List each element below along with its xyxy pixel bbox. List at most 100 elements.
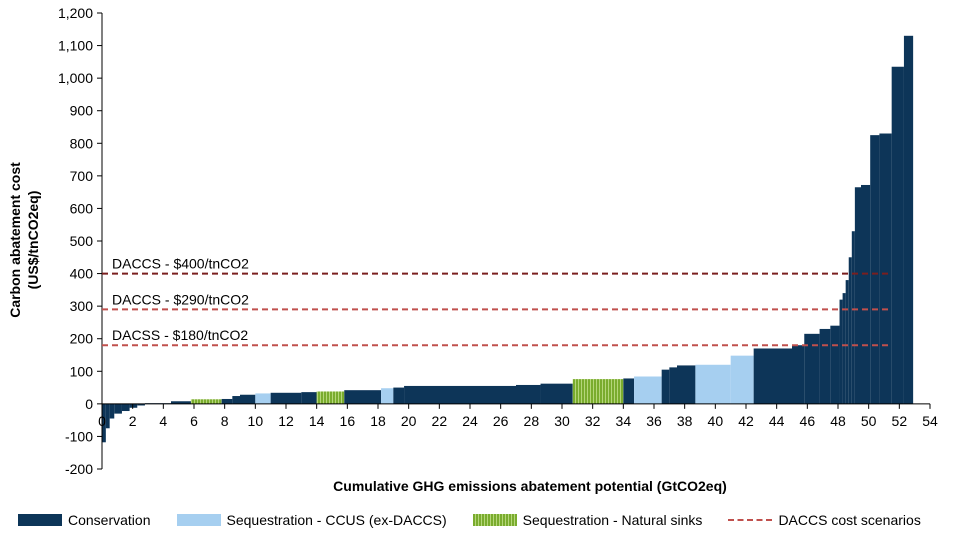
x-tick-label: 24 [462, 413, 478, 429]
bar-conservation-14 [270, 392, 302, 404]
bar-conservation-31 [753, 348, 792, 404]
bars-group [102, 35, 914, 443]
x-tick-label: 12 [278, 413, 294, 429]
bar-conservation-1 [105, 403, 110, 429]
legend-swatch [728, 519, 773, 521]
y-tick-label: 300 [70, 298, 94, 314]
bar-conservation-27 [669, 367, 677, 404]
y-tick-label: 700 [70, 168, 94, 184]
x-tick-label: 18 [370, 413, 386, 429]
legend-label: Sequestration - Natural sinks [522, 512, 703, 528]
x-tick-label: 42 [738, 413, 754, 429]
reference-line-label-400: DACCS - $400/tnCO2 [112, 256, 249, 272]
x-tick-label: 48 [830, 413, 846, 429]
x-tick-label: 10 [248, 413, 264, 429]
x-tick-label: 2 [129, 413, 137, 429]
bar-conservation-11 [232, 396, 240, 404]
x-tick-label: 34 [616, 413, 632, 429]
bar-conservation-34 [819, 328, 831, 404]
bar-conservation-45 [891, 66, 904, 404]
x-tick-label: 8 [221, 413, 229, 429]
legend-swatch [18, 514, 62, 526]
bar-conservation-33 [804, 333, 820, 404]
x-tick-label: 14 [309, 413, 325, 429]
bar-conservation-42 [861, 184, 871, 404]
bar-conservation-26 [661, 369, 670, 404]
bar-conservation-5 [129, 403, 138, 408]
bar-conservation-15 [301, 392, 317, 404]
bar-sequestration-natural-sinks-23 [572, 379, 624, 404]
legend: Conservation Sequestration - CCUS (ex-DAC… [18, 512, 947, 528]
bar-conservation-28 [677, 365, 696, 404]
x-tick-label: 38 [677, 413, 693, 429]
bar-sequestration-ccus-ex-daccs--18 [381, 388, 394, 404]
x-tick-label: 6 [190, 413, 198, 429]
bar-conservation-3 [114, 403, 122, 414]
x-tick-label: 46 [800, 413, 816, 429]
x-tick-label: 4 [159, 413, 167, 429]
bar-conservation-10 [221, 398, 233, 404]
y-tick-label: 1,100 [58, 38, 93, 54]
y-tick-label: 1,000 [58, 70, 93, 86]
reference-line-label-290: DACCS - $290/tnCO2 [112, 291, 249, 307]
x-tick-label: 32 [585, 413, 601, 429]
bar-conservation-37 [842, 293, 846, 404]
x-tick-label: 54 [922, 413, 938, 429]
x-tick-label: 26 [493, 413, 509, 429]
bar-conservation-44 [879, 133, 892, 404]
legend-item-0: Conservation [18, 512, 151, 528]
x-tick-label: 40 [708, 413, 724, 429]
y-tick-label: 1,200 [58, 5, 93, 21]
y-tick-label: 0 [85, 396, 93, 412]
bar-sequestration-ccus-ex-daccs--29 [695, 364, 731, 404]
bar-conservation-19 [393, 387, 405, 404]
legend-label: Conservation [68, 512, 151, 528]
bar-conservation-12 [240, 394, 256, 404]
bar-conservation-24 [623, 378, 635, 404]
legend-label: Sequestration - CCUS (ex-DACCS) [226, 512, 447, 528]
bar-conservation-43 [870, 135, 880, 404]
x-tick-label: 30 [554, 413, 570, 429]
bar-sequestration-ccus-ex-daccs--25 [634, 376, 662, 404]
x-tick-label: 28 [524, 413, 540, 429]
x-tick-label: 36 [646, 413, 662, 429]
y-tick-label: 200 [70, 331, 94, 347]
bar-conservation-6 [137, 403, 145, 406]
y-axis-title: Carbon abatement cost (US$/tnCO2eq) [7, 162, 41, 318]
y-tick-label: -100 [65, 428, 93, 444]
y-tick-label: 800 [70, 135, 94, 151]
bar-conservation-36 [839, 299, 843, 404]
bar-conservation-0 [102, 403, 106, 443]
reference-line-label-180: DACSS - $180/tnCO2 [112, 327, 248, 343]
bar-conservation-21 [516, 384, 541, 404]
legend-swatch [472, 514, 517, 526]
bar-sequestration-natural-sinks-9 [190, 399, 222, 404]
x-tick-label: 0 [98, 413, 106, 429]
x-axis-title: Cumulative GHG emissions abatement poten… [333, 478, 727, 494]
legend-item-1: Sequestration - CCUS (ex-DACCS) [176, 512, 447, 528]
bar-conservation-40 [851, 231, 855, 404]
x-tick-label: 22 [432, 413, 448, 429]
y-axis-title-line1: Carbon abatement cost [7, 162, 23, 318]
bar-sequestration-natural-sinks-16 [316, 391, 345, 404]
x-tick-label: 50 [861, 413, 877, 429]
y-axis-title-line2: (US$/tnCO2eq) [25, 191, 41, 290]
bar-conservation-46 [903, 35, 914, 404]
bar-conservation-39 [848, 257, 852, 404]
y-tick-label: 100 [70, 363, 94, 379]
bar-sequestration-ccus-ex-daccs--30 [730, 355, 754, 404]
x-tick-label: 16 [340, 413, 356, 429]
bar-conservation-22 [540, 383, 573, 404]
axes-group: -200-10001002003004005006007008009001,00… [58, 5, 938, 477]
bar-conservation-35 [830, 325, 840, 404]
legend-item-3: DACCS cost scenarios [728, 512, 921, 528]
bar-conservation-4 [121, 403, 130, 412]
x-tick-label: 44 [769, 413, 785, 429]
y-tick-label: 400 [70, 266, 94, 282]
reference-lines-group: DACCS - $400/tnCO2 DACCS - $290/tnCO2 DACS… [102, 256, 892, 347]
legend-label: DACCS cost scenarios [778, 512, 921, 528]
bar-conservation-17 [344, 390, 382, 404]
bar-sequestration-ccus-ex-daccs--13 [255, 393, 271, 404]
bar-conservation-2 [109, 403, 115, 419]
bar-conservation-8 [171, 401, 191, 404]
